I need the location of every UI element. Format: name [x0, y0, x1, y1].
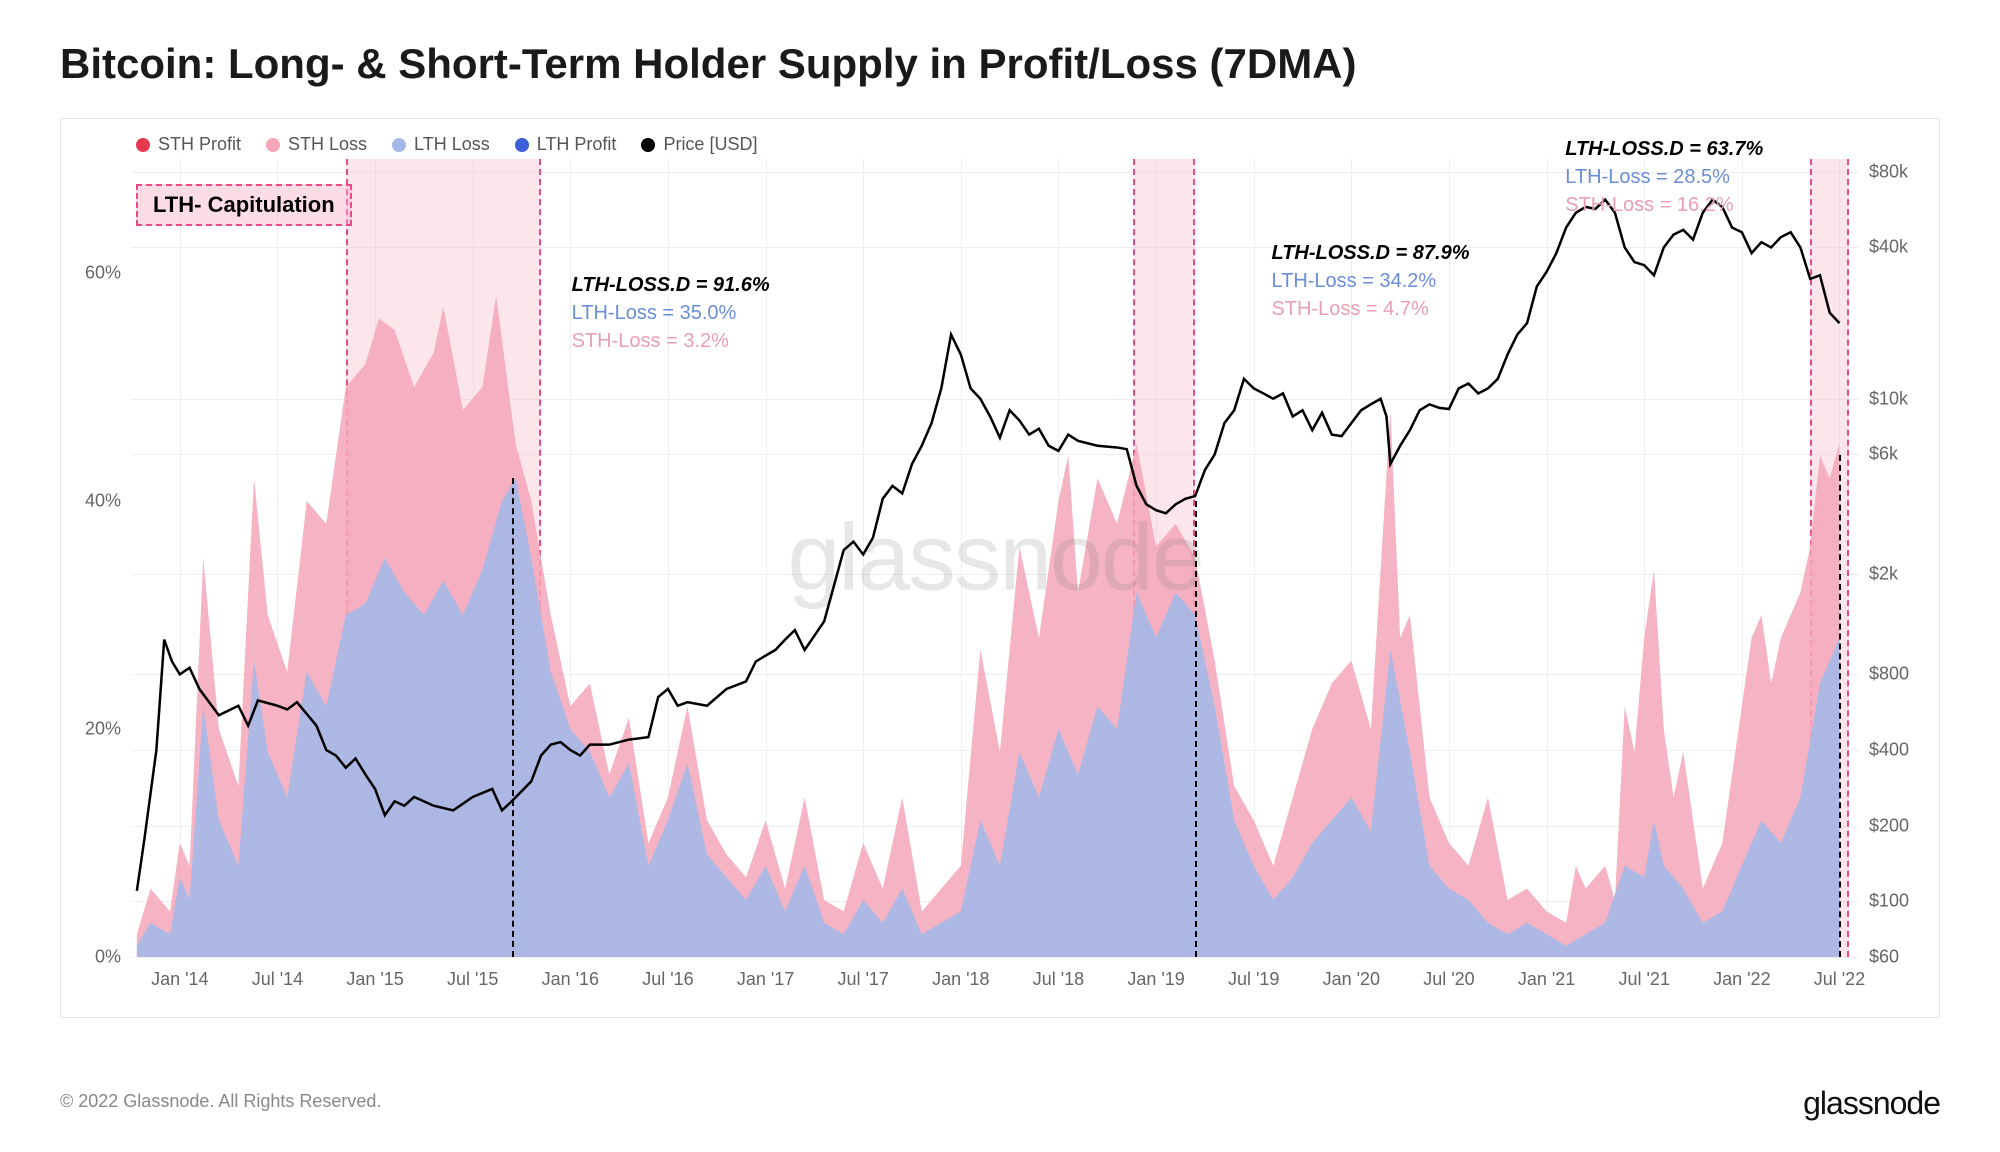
y-tick-right: $100	[1869, 891, 1909, 912]
x-tick: Jan '21	[1518, 969, 1575, 990]
brand-logo: glassnode	[1803, 1085, 1940, 1122]
legend-dot	[515, 138, 529, 152]
y-tick-right: $400	[1869, 739, 1909, 760]
annotation-sth: STH-Loss = 4.7%	[1271, 295, 1469, 323]
annotation-lth: LTH-Loss = 28.5%	[1565, 163, 1763, 191]
legend-dot	[392, 138, 406, 152]
annotation-title: LTH-LOSS.D = 91.6%	[572, 271, 770, 299]
annotation-title: LTH-LOSS.D = 87.9%	[1271, 239, 1469, 267]
y-tick-right: $800	[1869, 664, 1909, 685]
y-tick-left: 20%	[85, 719, 121, 740]
annotation-sth: STH-Loss = 16.2%	[1565, 191, 1763, 219]
x-tick: Jul '16	[642, 969, 693, 990]
legend-label: Price [USD]	[663, 134, 757, 155]
x-tick: Jul '18	[1033, 969, 1084, 990]
annotation-lth: LTH-Loss = 34.2%	[1271, 267, 1469, 295]
plot-area: glassnode LTH-LOSS.D = 91.6%LTH-Loss = 3…	[131, 159, 1859, 957]
x-tick: Jan '16	[542, 969, 599, 990]
chart-title: Bitcoin: Long- & Short-Term Holder Suppl…	[60, 40, 1940, 88]
legend-item: Price [USD]	[641, 134, 757, 155]
legend-item: LTH Loss	[392, 134, 490, 155]
callout-line	[1839, 455, 1841, 957]
annotation-sth: STH-Loss = 3.2%	[572, 327, 770, 355]
legend-item: LTH Profit	[515, 134, 617, 155]
y-tick-right: $10k	[1869, 388, 1908, 409]
x-tick: Jan '14	[151, 969, 208, 990]
annotation-lth: LTH-Loss = 35.0%	[572, 299, 770, 327]
price-line-chart	[131, 159, 1859, 957]
annotation: LTH-LOSS.D = 63.7%LTH-Loss = 28.5%STH-Lo…	[1565, 135, 1763, 219]
y-axis-left: 0%20%40%60%	[61, 159, 131, 957]
legend-item: STH Profit	[136, 134, 241, 155]
legend-label: LTH Profit	[537, 134, 617, 155]
copyright: © 2022 Glassnode. All Rights Reserved.	[60, 1091, 381, 1112]
x-tick: Jul '22	[1814, 969, 1865, 990]
legend-dot	[136, 138, 150, 152]
x-tick: Jul '19	[1228, 969, 1279, 990]
price-line	[137, 200, 1840, 891]
x-tick: Jan '15	[346, 969, 403, 990]
annotation-title: LTH-LOSS.D = 63.7%	[1565, 135, 1763, 163]
y-tick-left: 0%	[95, 947, 121, 968]
callout-line	[512, 478, 514, 957]
x-tick: Jul '14	[252, 969, 303, 990]
x-tick: Jan '17	[737, 969, 794, 990]
y-tick-right: $200	[1869, 815, 1909, 836]
x-tick: Jan '18	[932, 969, 989, 990]
annotation: LTH-LOSS.D = 91.6%LTH-Loss = 35.0%STH-Lo…	[572, 271, 770, 355]
y-tick-right: $2k	[1869, 564, 1898, 585]
callout-line	[1195, 501, 1197, 957]
legend-item: STH Loss	[266, 134, 367, 155]
y-tick-right: $6k	[1869, 444, 1898, 465]
legend-label: LTH Loss	[414, 134, 490, 155]
x-tick: Jan '20	[1323, 969, 1380, 990]
x-tick: Jul '15	[447, 969, 498, 990]
legend-dot	[641, 138, 655, 152]
y-tick-right: $40k	[1869, 237, 1908, 258]
x-tick: Jul '20	[1423, 969, 1474, 990]
legend-label: STH Loss	[288, 134, 367, 155]
y-tick-left: 40%	[85, 491, 121, 512]
x-tick: Jan '22	[1713, 969, 1770, 990]
y-tick-left: 60%	[85, 263, 121, 284]
y-tick-right: $60	[1869, 947, 1899, 968]
y-axis-right: $60$100$200$400$800$2k$6k$10k$40k$80k	[1859, 159, 1939, 957]
x-axis: Jan '14 Jul '14 Jan '15 Jul '15 Jan '16 Jul '…	[131, 957, 1859, 1017]
chart-container: STH Profit STH Loss LTH Loss LTH Profit Pric…	[60, 118, 1940, 1018]
x-tick: Jul '17	[837, 969, 888, 990]
x-tick: Jul '21	[1618, 969, 1669, 990]
legend: STH Profit STH Loss LTH Loss LTH Profit Pric…	[136, 134, 757, 155]
x-tick: Jan '19	[1127, 969, 1184, 990]
legend-label: STH Profit	[158, 134, 241, 155]
legend-dot	[266, 138, 280, 152]
capitulation-label: LTH- Capitulation	[136, 184, 352, 226]
y-tick-right: $80k	[1869, 161, 1908, 182]
annotation: LTH-LOSS.D = 87.9%LTH-Loss = 34.2%STH-Lo…	[1271, 239, 1469, 323]
